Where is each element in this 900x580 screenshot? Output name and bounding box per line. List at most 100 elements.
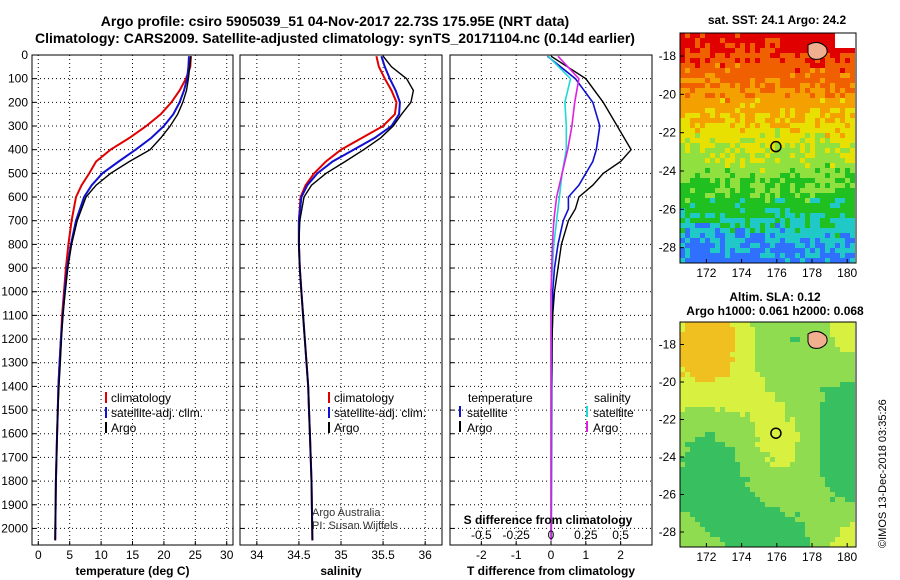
- map-cell: [745, 58, 750, 63]
- map-cell: [780, 442, 785, 447]
- map-cell: [755, 33, 760, 38]
- map-cell: [825, 487, 830, 492]
- map-cell: [770, 332, 775, 337]
- map-cell: [825, 228, 830, 233]
- map-cell: [780, 168, 785, 173]
- map-cell: [820, 238, 825, 243]
- map-cell: [715, 33, 720, 38]
- map-cell: [730, 103, 735, 108]
- map-cell: [695, 502, 700, 507]
- map-cell: [685, 492, 690, 497]
- map-cell: [715, 447, 720, 452]
- map-cell: [760, 357, 765, 362]
- map-cell: [755, 203, 760, 208]
- map-cell: [770, 477, 775, 482]
- map-cell: [710, 223, 715, 228]
- map-cell: [680, 512, 685, 517]
- map-cell: [745, 387, 750, 392]
- y-tick-label: -20: [659, 87, 677, 101]
- map-cell: [790, 392, 795, 397]
- map-cell: [760, 233, 765, 238]
- map-cell: [680, 322, 685, 327]
- map-cell: [725, 118, 730, 123]
- map-cell: [760, 487, 765, 492]
- map-cell: [690, 83, 695, 88]
- map-cell: [820, 502, 825, 507]
- map-cell: [770, 437, 775, 442]
- map-cell: [800, 88, 805, 93]
- map-cell: [710, 517, 715, 522]
- map-cell: [740, 342, 745, 347]
- map-cell: [810, 113, 815, 118]
- map-cell: [735, 78, 740, 83]
- map-cell: [695, 203, 700, 208]
- map-cell: [685, 532, 690, 537]
- map-cell: [780, 422, 785, 427]
- map-cell: [845, 238, 850, 243]
- map-cell: [780, 88, 785, 93]
- map-cell: [795, 118, 800, 123]
- map-cell: [720, 53, 725, 58]
- map-cell: [850, 377, 855, 382]
- map-cell: [845, 188, 850, 193]
- map-cell: [775, 327, 780, 332]
- map-cell: [790, 407, 795, 412]
- map-cell: [785, 33, 790, 38]
- map-cell: [805, 198, 810, 203]
- map-cell: [770, 472, 775, 477]
- map-cell: [770, 527, 775, 532]
- map-cell: [720, 258, 725, 263]
- map-cell: [775, 248, 780, 253]
- map-cell: [745, 93, 750, 98]
- map-cell: [745, 397, 750, 402]
- map-cell: [750, 218, 755, 223]
- map-cell: [750, 173, 755, 178]
- map-cell: [840, 402, 845, 407]
- map-cell: [840, 457, 845, 462]
- map-cell: [775, 113, 780, 118]
- map-cell: [800, 327, 805, 332]
- map-cell: [730, 407, 735, 412]
- map-cell: [770, 387, 775, 392]
- map-cell: [740, 258, 745, 263]
- map-cell: [775, 487, 780, 492]
- map-cell: [745, 193, 750, 198]
- map-cell: [710, 78, 715, 83]
- map-cell: [805, 452, 810, 457]
- map-cell: [850, 118, 855, 123]
- map-cell: [780, 492, 785, 497]
- map-cell: [795, 203, 800, 208]
- map-cell: [760, 457, 765, 462]
- map-cell: [820, 402, 825, 407]
- map-cell: [750, 357, 755, 362]
- map-cell: [740, 522, 745, 527]
- map-cell: [700, 347, 705, 352]
- map-cell: [730, 133, 735, 138]
- map-cell: [750, 138, 755, 143]
- map-cell: [800, 218, 805, 223]
- map-cell: [825, 407, 830, 412]
- map-cell: [725, 98, 730, 103]
- map-cell: [700, 392, 705, 397]
- map-cell: [755, 457, 760, 462]
- map-cell: [745, 367, 750, 372]
- map-cell: [695, 432, 700, 437]
- map-cell: [825, 512, 830, 517]
- map-cell: [840, 452, 845, 457]
- map-cell: [810, 178, 815, 183]
- map-cell: [805, 188, 810, 193]
- map-cell: [680, 327, 685, 332]
- map-cell: [710, 397, 715, 402]
- map-cell: [830, 233, 835, 238]
- map-cell: [685, 382, 690, 387]
- map-cell: [685, 322, 690, 327]
- map-cell: [690, 457, 695, 462]
- map-cell: [770, 397, 775, 402]
- map-cell: [685, 128, 690, 133]
- map-cell: [720, 173, 725, 178]
- map-cell: [850, 248, 855, 253]
- map-cell: [825, 53, 830, 58]
- map-cell: [830, 432, 835, 437]
- map-cell: [695, 243, 700, 248]
- map-cell: [695, 198, 700, 203]
